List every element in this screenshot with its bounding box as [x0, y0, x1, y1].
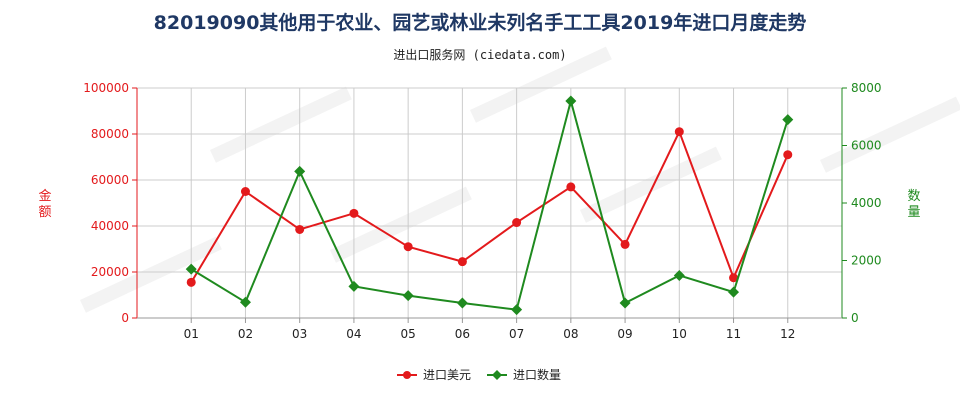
legend-item-quantity: 进口数量	[487, 367, 561, 382]
series-layer	[185, 95, 794, 316]
watermark-band	[820, 96, 960, 173]
right-tick-label: 6000	[851, 139, 882, 153]
left-tick-label: 20000	[91, 265, 129, 279]
right-tick-label: 8000	[851, 81, 882, 95]
axes: 0 20000 40000 60000 80000 100000 0 2000 4000 6000…	[38, 81, 920, 341]
chart-subtitle: 进出口服务网 (ciedata.com)	[393, 48, 567, 62]
x-tick-label: 08	[563, 327, 578, 341]
legend-marker	[492, 370, 502, 380]
watermark-band	[210, 86, 352, 163]
chart-title: 82019090其他用于农业、园艺或林业未列名手工工具2019年进口月度走势	[153, 12, 807, 34]
right-axis-title-char: 量	[907, 205, 920, 220]
x-tick-label: 11	[726, 327, 741, 341]
right-tick-label: 0	[851, 311, 859, 325]
data-point	[566, 182, 576, 192]
data-point	[239, 296, 251, 308]
data-point	[620, 239, 630, 249]
data-point	[403, 242, 413, 252]
legend: 进口美元 进口数量	[397, 367, 561, 382]
data-point	[511, 304, 523, 316]
x-tick-label: 12	[780, 327, 795, 341]
x-tick-label: 02	[238, 327, 253, 341]
series-amount	[186, 127, 793, 287]
legend-label: 进口数量	[513, 367, 561, 382]
right-axis-title-char: 数	[907, 189, 920, 204]
right-tick-label: 2000	[851, 254, 882, 268]
right-axis-title: 数量	[907, 189, 920, 220]
watermark-band	[580, 146, 722, 223]
legend-marker	[403, 371, 411, 379]
data-point	[673, 269, 685, 281]
data-point	[783, 150, 793, 160]
data-point	[295, 224, 305, 234]
watermark-band	[470, 46, 612, 123]
data-point	[185, 263, 197, 275]
right-tick-label: 4000	[851, 196, 882, 210]
series-line	[190, 97, 789, 311]
data-point	[512, 218, 522, 228]
x-tick-label: 04	[346, 327, 361, 341]
data-point	[402, 290, 414, 302]
data-point	[240, 187, 250, 196]
data-point	[674, 127, 684, 137]
data-point	[294, 165, 306, 177]
x-tick-label: 05	[401, 327, 416, 341]
x-tick-label: 09	[617, 327, 632, 341]
series-line	[190, 129, 789, 283]
data-point	[456, 297, 468, 309]
x-tick-label: 10	[672, 327, 687, 341]
watermark-layer	[80, 46, 960, 313]
left-axis-title-char: 额	[38, 205, 51, 220]
data-point	[348, 280, 360, 292]
left-axis-title-char: 金	[38, 188, 51, 204]
left-tick-label: 60000	[91, 173, 129, 187]
left-axis-title: 金额	[38, 188, 51, 220]
x-tick-label: 07	[509, 327, 524, 341]
data-point	[729, 273, 739, 283]
watermark-band	[80, 236, 222, 313]
left-tick-label: 80000	[91, 127, 129, 141]
series-quantity	[185, 95, 794, 316]
data-point	[186, 277, 196, 287]
x-tick-label: 03	[292, 327, 307, 341]
data-point	[349, 208, 359, 218]
left-tick-label: 40000	[91, 219, 129, 233]
legend-item-amount: 进口美元	[397, 368, 471, 382]
data-point	[619, 297, 631, 309]
x-tick-label: 01	[184, 327, 199, 341]
legend-label: 进口美元	[423, 368, 471, 382]
data-point	[728, 286, 740, 298]
left-tick-label: 100000	[83, 81, 129, 95]
watermark-band	[330, 186, 472, 263]
data-point	[565, 95, 577, 107]
data-point	[457, 257, 467, 267]
left-tick-label: 0	[121, 311, 129, 325]
x-tick-label: 06	[455, 327, 470, 341]
data-point	[782, 114, 794, 126]
